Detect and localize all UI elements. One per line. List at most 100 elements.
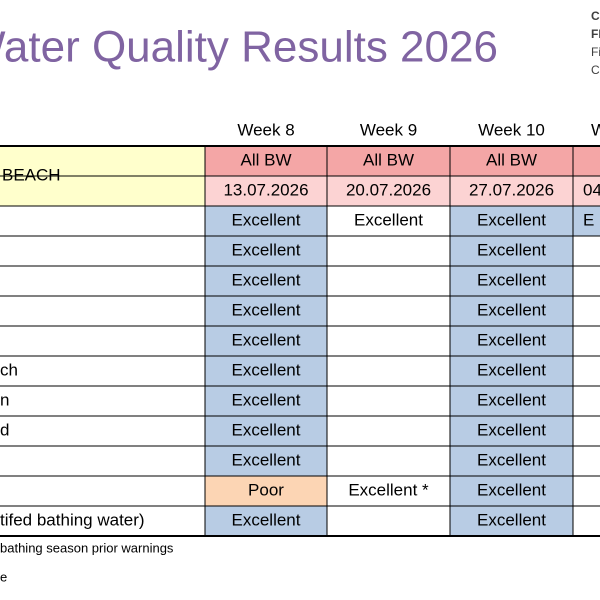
warning-cell xyxy=(327,146,450,176)
result-text: Excellent xyxy=(477,480,546,499)
result-text: Excellent xyxy=(232,360,301,379)
result-text: Excellent xyxy=(477,450,546,469)
result-cell xyxy=(205,296,327,326)
result-cell xyxy=(327,206,450,236)
warning-cell xyxy=(205,146,327,176)
week-header: W xyxy=(591,120,600,139)
result-text: Excellent xyxy=(232,210,301,229)
result-cell xyxy=(450,206,573,236)
warning-text: All BW xyxy=(241,150,292,169)
result-cell xyxy=(327,356,450,386)
result-text: Excellent * xyxy=(348,480,429,499)
result-cell xyxy=(450,446,573,476)
result-cell xyxy=(327,296,450,326)
result-text: Excellent xyxy=(232,270,301,289)
result-text: Excellent xyxy=(477,420,546,439)
result-text: Excellent xyxy=(232,450,301,469)
result-text: Excellent xyxy=(232,420,301,439)
result-text: Excellent xyxy=(477,330,546,349)
result-cell xyxy=(205,386,327,416)
date-cell xyxy=(450,176,573,206)
row-label: ch xyxy=(0,360,18,379)
footer-note: e xyxy=(0,569,7,584)
result-cell xyxy=(573,476,600,506)
week-header: Week 9 xyxy=(360,120,417,139)
result-cell xyxy=(573,506,600,536)
warning-cell xyxy=(450,146,573,176)
result-text: Excellent xyxy=(477,210,546,229)
result-text: Excellent xyxy=(477,270,546,289)
corner-text: Fi xyxy=(591,45,600,59)
result-cell xyxy=(327,446,450,476)
date-cell xyxy=(327,176,450,206)
result-cell xyxy=(450,386,573,416)
result-text: Excellent xyxy=(477,510,546,529)
result-cell xyxy=(205,266,327,296)
result-cell xyxy=(327,476,450,506)
week-header: Week 10 xyxy=(478,120,545,139)
warning-text: All BW xyxy=(363,150,414,169)
result-cell xyxy=(205,446,327,476)
result-cell xyxy=(205,416,327,446)
row-label: n xyxy=(0,390,9,409)
result-cell xyxy=(573,326,600,356)
date-text: 27.07.2026 xyxy=(469,180,554,199)
result-text: Excellent xyxy=(232,510,301,529)
corner-text: C xyxy=(591,9,600,23)
corner-text: C xyxy=(591,63,600,77)
result-text: Excellent xyxy=(477,360,546,379)
result-cell xyxy=(450,326,573,356)
date-text: 13.07.2026 xyxy=(223,180,308,199)
warning-cell xyxy=(573,146,600,176)
result-text: Excellent xyxy=(232,330,301,349)
result-cell xyxy=(450,356,573,386)
result-cell xyxy=(573,266,600,296)
result-cell xyxy=(573,446,600,476)
result-cell xyxy=(573,356,600,386)
date-text: 20.07.2026 xyxy=(346,180,431,199)
result-cell xyxy=(573,236,600,266)
week-header: Week 8 xyxy=(237,120,294,139)
result-cell xyxy=(205,506,327,536)
row-label: tifed bathing water) xyxy=(0,510,145,529)
result-cell xyxy=(205,356,327,386)
row-label: d xyxy=(0,420,9,439)
result-text: Excellent xyxy=(477,300,546,319)
result-cell xyxy=(205,326,327,356)
date-text: 04 xyxy=(583,180,600,199)
result-cell xyxy=(450,296,573,326)
result-cell xyxy=(573,386,600,416)
result-cell xyxy=(573,296,600,326)
result-text: Excellent xyxy=(477,240,546,259)
result-cell xyxy=(205,476,327,506)
result-text: Excellent xyxy=(232,390,301,409)
title: Water Quality Results 2026 xyxy=(0,23,498,72)
date-cell xyxy=(573,176,600,206)
result-cell xyxy=(450,506,573,536)
result-text: Excellent xyxy=(232,240,301,259)
result-cell xyxy=(327,326,450,356)
result-cell xyxy=(327,386,450,416)
result-cell xyxy=(205,236,327,266)
result-cell xyxy=(327,506,450,536)
result-cell xyxy=(573,416,600,446)
corner-text: FI xyxy=(591,27,600,41)
result-cell xyxy=(573,206,600,236)
beach-label: BEACH xyxy=(2,165,61,184)
result-cell xyxy=(327,416,450,446)
result-cell xyxy=(450,236,573,266)
result-cell xyxy=(327,236,450,266)
result-text: Poor xyxy=(248,480,284,499)
warning-text: All BW xyxy=(486,150,537,169)
result-cell xyxy=(205,206,327,236)
result-cell xyxy=(327,266,450,296)
result-cell xyxy=(450,266,573,296)
result-text: Excellent xyxy=(354,210,423,229)
result-cell xyxy=(450,476,573,506)
result-text: Excellent xyxy=(232,300,301,319)
result-text: E xyxy=(583,210,594,229)
date-cell xyxy=(205,176,327,206)
footer-note: bathing season prior warnings xyxy=(0,540,174,555)
